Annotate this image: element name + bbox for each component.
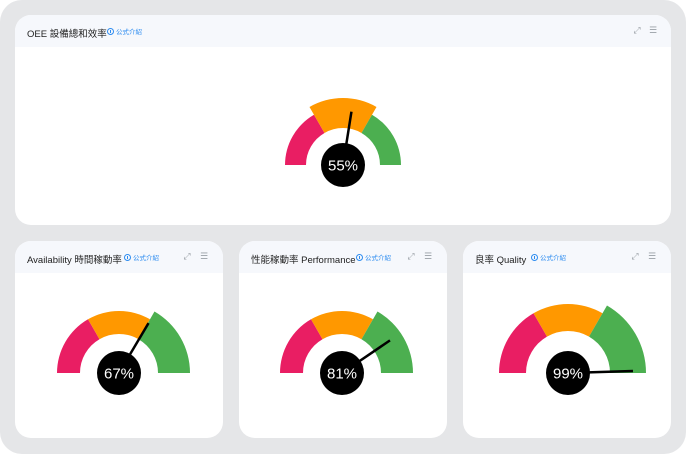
- expand-icon[interactable]: ⤢: [183, 251, 191, 261]
- card-header: 性能稼動率 Performance 公式介紹 ⤢ ☰: [239, 241, 447, 273]
- gauge-hub: [320, 351, 364, 395]
- expand-icon[interactable]: ⤢: [631, 251, 639, 261]
- gauge-band-mid: [309, 98, 377, 133]
- formula-link[interactable]: 公式介紹: [124, 252, 159, 262]
- formula-link[interactable]: 公式介紹: [107, 26, 142, 36]
- gauge-chart: 55%: [285, 98, 401, 187]
- gauge-chart: 99%: [499, 304, 646, 395]
- gauge-value: 81%: [327, 365, 357, 382]
- menu-icon[interactable]: ☰: [423, 251, 433, 261]
- formula-link[interactable]: 公式介紹: [356, 252, 391, 262]
- expand-icon[interactable]: ⤢: [633, 25, 641, 35]
- formula-label: 公式介紹: [365, 255, 391, 262]
- gauge-hub: [321, 143, 365, 187]
- info-circle-icon: [124, 253, 131, 261]
- formula-label: 公式介紹: [540, 255, 566, 262]
- card-title: Availability 時間稼動率: [27, 255, 122, 266]
- info-circle-icon: [356, 253, 363, 261]
- quality-card: 良率 Quality 公式介紹 ⤢ ☰ 99%: [463, 241, 671, 438]
- gauge-band-mid: [87, 311, 151, 340]
- gauge-band-low: [57, 319, 100, 373]
- gauge-value: 55%: [328, 157, 358, 174]
- formula-label: 公式介紹: [116, 29, 142, 36]
- card-title: 良率 Quality: [475, 255, 527, 266]
- formula-label: 公式介紹: [133, 255, 159, 262]
- gauge-chart: 67%: [57, 311, 190, 395]
- performance-card: 性能稼動率 Performance 公式介紹 ⤢ ☰ 81%: [239, 241, 447, 438]
- gauge-band-mid: [533, 304, 603, 337]
- gauge-chart: 81%: [280, 311, 413, 395]
- gauge-band-high: [361, 114, 401, 165]
- expand-icon[interactable]: ⤢: [407, 251, 415, 261]
- card-header: Availability 時間稼動率 公式介紹 ⤢ ☰: [15, 241, 223, 273]
- availability-card: Availability 時間稼動率 公式介紹 ⤢ ☰ 67%: [15, 241, 223, 438]
- gauge-band-low: [285, 114, 325, 165]
- card-header: 良率 Quality 公式介紹 ⤢ ☰: [463, 241, 671, 273]
- gauge-band-low: [280, 319, 323, 373]
- oee-card: OEE 設備總和效率 公式介紹 ⤢ ☰ 55%: [15, 15, 671, 225]
- gauge-hub: [546, 351, 590, 395]
- formula-link[interactable]: 公式介紹: [531, 252, 566, 262]
- card-title: 性能稼動率 Performance: [251, 255, 356, 266]
- card-header: OEE 設備總和效率 公式介紹 ⤢ ☰: [15, 15, 671, 47]
- gauge-value: 67%: [104, 365, 134, 382]
- gauge-band-high: [588, 305, 646, 373]
- gauge-hub: [97, 351, 141, 395]
- card-title: OEE 設備總和效率: [27, 29, 107, 40]
- info-circle-icon: [107, 27, 114, 35]
- info-circle-icon: [531, 253, 538, 261]
- gauge-band-low: [499, 313, 548, 373]
- gauge-band-high: [138, 311, 190, 373]
- menu-icon[interactable]: ☰: [648, 25, 658, 35]
- gauge-value: 99%: [553, 365, 583, 382]
- menu-icon[interactable]: ☰: [647, 251, 657, 261]
- menu-icon[interactable]: ☰: [199, 251, 209, 261]
- gauge-band-mid: [310, 311, 374, 340]
